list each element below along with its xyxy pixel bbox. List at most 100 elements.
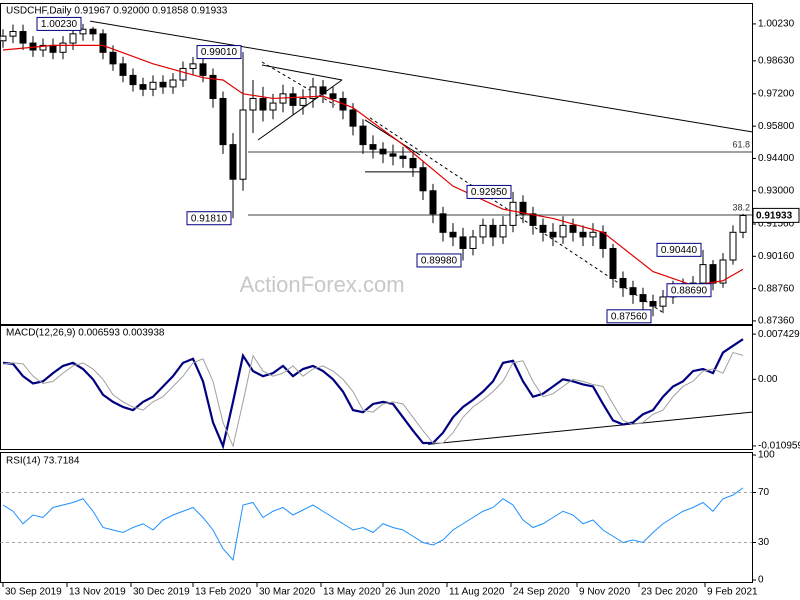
last-price-label: 0.91933 <box>756 211 793 222</box>
x-tick-label: 30 Dec 2019 <box>133 587 190 598</box>
panel-title: USDCHF,Daily 0.91967 0.92000 0.91858 0.9… <box>6 6 228 17</box>
y-tick-label: 0.90160 <box>758 251 795 262</box>
candle-body <box>369 144 377 150</box>
candle-body <box>569 224 577 233</box>
candle-body <box>499 224 507 238</box>
annotation-label: 0.88690 <box>671 285 708 296</box>
candle-body <box>469 236 477 249</box>
macd-panel-frame <box>0 325 753 450</box>
candle-body <box>719 259 727 284</box>
candle-body <box>139 84 147 90</box>
candle-body <box>399 155 407 159</box>
candle-body <box>609 247 617 279</box>
candle-body <box>589 231 597 238</box>
candle-body <box>309 86 317 99</box>
candle-body <box>159 81 167 88</box>
y-tick-label: 0.94400 <box>758 153 795 164</box>
indicator-line <box>2 351 744 448</box>
candle-body <box>69 33 77 44</box>
annotation-label: 0.99010 <box>201 47 238 58</box>
candle-body <box>359 125 367 146</box>
candle-body <box>379 148 387 155</box>
candle-body <box>479 224 487 238</box>
trendline <box>257 79 343 141</box>
candle-body <box>699 264 707 284</box>
trendline <box>261 61 336 106</box>
annotation-label: 0.89980 <box>421 256 458 267</box>
trendline <box>89 20 753 133</box>
candle-body <box>269 102 277 111</box>
candle-body <box>319 86 327 95</box>
panel-title: RSI(14) 73.7184 <box>6 456 80 467</box>
y-tick-label: 0.98630 <box>758 55 795 66</box>
candle-body <box>519 201 527 215</box>
candle-body <box>389 153 397 157</box>
candle-body <box>199 63 207 76</box>
price-panel-frame <box>0 3 753 325</box>
candle-body <box>419 167 427 192</box>
candle-body <box>169 79 177 88</box>
annotation-box <box>666 283 712 298</box>
y-tick-label: 0.00 <box>758 374 778 385</box>
candle-body <box>659 296 667 307</box>
candle-body <box>489 224 497 238</box>
candle-body <box>0 35 7 42</box>
candle-body <box>619 277 627 289</box>
y-tick-label: 70 <box>758 487 770 498</box>
candle-body <box>19 31 27 44</box>
candle-body <box>89 28 97 35</box>
panel-title: MACD(12,26,9) 0.006593 0.003938 <box>6 328 165 339</box>
annotation-box <box>186 211 232 226</box>
y-tick-label: 1.00230 <box>758 19 795 30</box>
y-tick-label: 0.88760 <box>758 283 795 294</box>
annotation-box <box>196 45 242 60</box>
annotation-label: 1.00230 <box>41 19 78 30</box>
candle-body <box>259 97 267 111</box>
candle-body <box>49 44 57 53</box>
y-tick-label: 30 <box>758 537 770 548</box>
candle-body <box>639 294 647 303</box>
candle-body <box>599 231 607 249</box>
candle-body <box>249 97 257 111</box>
fib-label: 38.2 <box>732 202 750 212</box>
moving-average <box>2 44 744 286</box>
y-tick-label: 0.91560 <box>758 219 795 230</box>
annotation-box <box>466 184 512 199</box>
indicator-line <box>2 487 744 562</box>
candle-body <box>99 33 107 53</box>
candle-body <box>39 44 47 51</box>
rsi-panel-frame <box>0 452 753 583</box>
candle-body <box>229 144 237 180</box>
candle-body <box>239 109 247 180</box>
candle-body <box>559 224 567 238</box>
y-tick-label: 0.87360 <box>758 316 795 327</box>
candle-body <box>529 213 537 226</box>
y-tick-label: 0 <box>758 575 764 586</box>
candle-body <box>439 213 447 233</box>
candle-body <box>709 264 717 284</box>
candle-body <box>149 81 157 90</box>
candle-body <box>629 287 637 296</box>
x-tick-label: 30 Mar 2020 <box>259 587 316 598</box>
annotation-box <box>606 309 652 324</box>
candle-body <box>649 301 657 307</box>
candle-body <box>509 201 517 226</box>
candle-body <box>129 74 137 86</box>
candle-body <box>219 97 227 146</box>
x-tick-label: 13 Feb 2020 <box>195 587 252 598</box>
x-tick-label: 9 Feb 2021 <box>707 587 758 598</box>
candle-body <box>729 231 737 261</box>
candle-body <box>79 28 87 35</box>
candle-body <box>289 93 297 106</box>
x-tick-label: 13 May 2020 <box>323 587 381 598</box>
y-tick-label: 0.97200 <box>758 88 795 99</box>
watermark: ActionForex.com <box>239 272 404 297</box>
candle-body <box>579 231 587 238</box>
annotation-label: 0.91810 <box>191 213 228 224</box>
candle-body <box>119 63 127 76</box>
y-tick-label: 0.007429 <box>758 329 800 340</box>
fib-label: 61.8 <box>732 139 750 149</box>
candle-body <box>449 231 457 238</box>
candle-body <box>59 42 67 53</box>
candle-body <box>459 236 467 249</box>
